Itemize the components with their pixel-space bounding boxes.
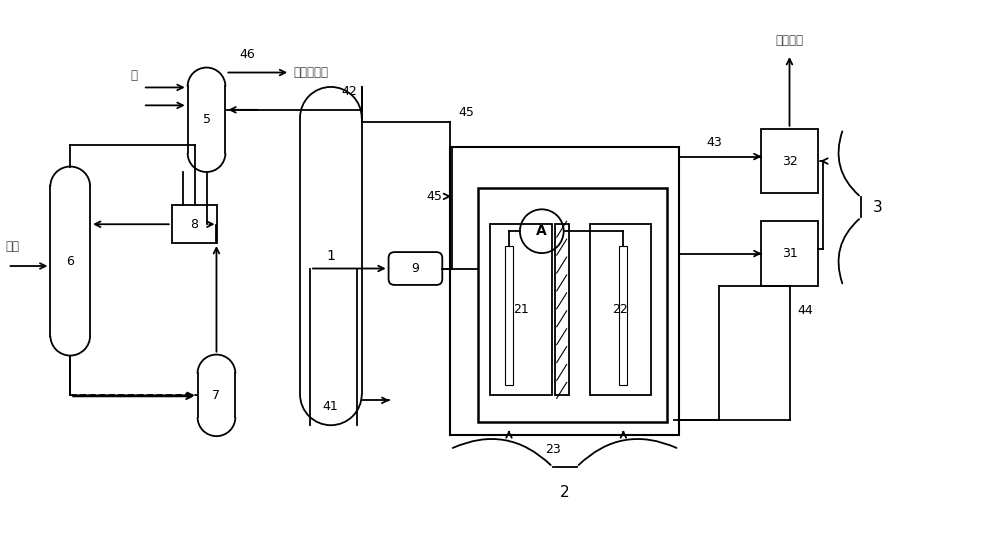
Bar (478, 188, 667, 422)
Bar (619, 246, 627, 385)
Bar (490, 224, 552, 395)
Text: A: A (536, 224, 547, 238)
Text: 31: 31 (782, 247, 797, 260)
Bar (505, 246, 513, 385)
Text: 5: 5 (203, 113, 211, 126)
Bar (555, 224, 569, 395)
Text: 6: 6 (66, 255, 74, 268)
Text: 45: 45 (458, 106, 474, 119)
Text: 1: 1 (326, 249, 335, 263)
Text: 21: 21 (513, 304, 529, 316)
Bar (761, 221, 818, 286)
Text: 43: 43 (706, 136, 722, 149)
Text: 45: 45 (426, 190, 442, 203)
Text: 42: 42 (341, 85, 357, 98)
Text: 23: 23 (545, 443, 561, 456)
Text: 22: 22 (613, 304, 628, 316)
Text: 待排放气体: 待排放气体 (293, 66, 328, 79)
Text: 3: 3 (873, 200, 883, 215)
Text: 烟气: 烟气 (6, 240, 20, 253)
Text: 水: 水 (131, 69, 138, 82)
Text: 41: 41 (322, 400, 338, 413)
Text: 2: 2 (560, 485, 569, 500)
Text: 9: 9 (411, 262, 419, 275)
Bar (172, 206, 217, 243)
Text: 46: 46 (239, 48, 255, 61)
Text: 7: 7 (212, 389, 220, 402)
Text: 二氧化碳: 二氧化碳 (776, 34, 804, 47)
Text: 32: 32 (782, 155, 797, 168)
Bar (590, 224, 651, 395)
Bar (450, 147, 679, 435)
Text: 44: 44 (797, 304, 813, 317)
Text: 8: 8 (191, 217, 199, 231)
Bar (761, 129, 818, 193)
